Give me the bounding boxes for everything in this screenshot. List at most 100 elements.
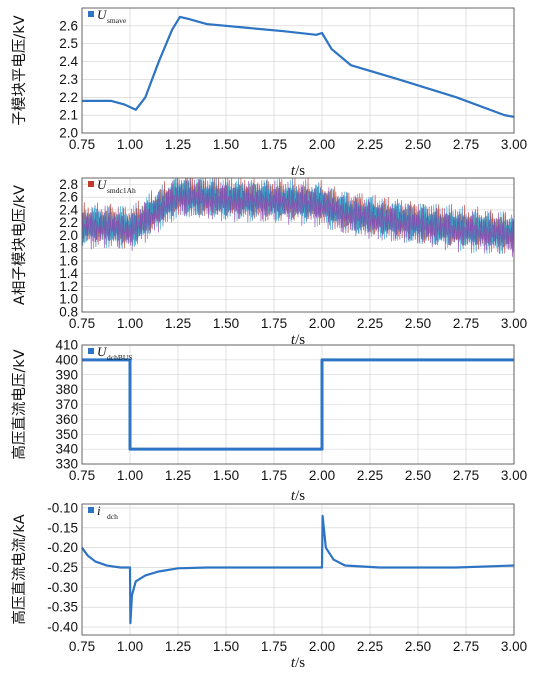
x-tick-label: 1.75 bbox=[261, 468, 287, 483]
legend-subscript: smdc1Ah bbox=[107, 186, 136, 195]
x-axis-label: t/s bbox=[291, 488, 305, 504]
x-tick-label: 2.25 bbox=[357, 137, 383, 152]
y-tick-label: 2.0 bbox=[59, 126, 78, 141]
x-tick-label: 2.50 bbox=[405, 316, 431, 331]
y-tick-label: 2.4 bbox=[59, 54, 78, 69]
series-line-1 bbox=[82, 358, 514, 451]
x-axis-var: t bbox=[291, 488, 296, 504]
y-tick-label: 340 bbox=[55, 442, 78, 457]
y-tick-label: -0.25 bbox=[47, 560, 78, 575]
x-tick-label: 2.50 bbox=[405, 639, 431, 654]
y-axis-label: 子模块平电压/kV bbox=[11, 15, 28, 125]
y-tick-label: 410 bbox=[55, 338, 78, 353]
x-tick-label: 1.50 bbox=[213, 137, 239, 152]
y-tick-label: 2.2 bbox=[59, 90, 78, 105]
y-tick-label: 380 bbox=[55, 382, 78, 397]
chart-panel-1: 0.75 1.00 1.25 1.50 1.75 2.00 2.25 2.50 2.75 3.00… bbox=[11, 7, 527, 179]
x-tick-label: 1.50 bbox=[213, 468, 239, 483]
legend-subscript: smave bbox=[107, 16, 127, 25]
x-tick-label: 2.75 bbox=[453, 137, 479, 152]
series-line-1 bbox=[81, 514, 515, 625]
legend: i dch bbox=[88, 503, 118, 521]
legend-symbol: U bbox=[97, 177, 108, 192]
y-tick-label: 2.5 bbox=[59, 36, 78, 51]
x-tick-label: 1.00 bbox=[117, 137, 143, 152]
x-tick-label: 1.00 bbox=[117, 639, 143, 654]
y-tick-label: 2.8 bbox=[59, 177, 78, 192]
y-axis-label: A相子模块电压/kV bbox=[11, 185, 28, 305]
y-tick-label: -0.40 bbox=[47, 620, 78, 635]
y-tick-label: 1.0 bbox=[59, 292, 78, 307]
x-axis-unit: /s bbox=[295, 163, 305, 179]
plot-frame bbox=[81, 503, 515, 636]
x-tick-label: 2.75 bbox=[453, 639, 479, 654]
x-tick-label: 2.50 bbox=[405, 468, 431, 483]
x-tick-label: 1.50 bbox=[213, 639, 239, 654]
x-tick-label: 1.25 bbox=[165, 639, 191, 654]
x-tick-label: 1.00 bbox=[117, 468, 143, 483]
x-tick-label: 2.75 bbox=[453, 468, 479, 483]
x-axis-var: t bbox=[291, 163, 296, 179]
y-tick-label: 0.8 bbox=[59, 305, 78, 320]
x-axis-var: t bbox=[291, 332, 296, 348]
legend-subscript: dchBUS bbox=[107, 353, 132, 362]
y-tick-label: 2.2 bbox=[59, 215, 78, 230]
plot-frame bbox=[81, 344, 515, 465]
y-tick-label: -0.10 bbox=[47, 500, 78, 515]
y-tick-label: 1.4 bbox=[59, 266, 78, 281]
y-tick-label: -0.35 bbox=[47, 600, 78, 615]
x-tick-label: 0.75 bbox=[69, 316, 95, 331]
x-tick-label: 3.00 bbox=[501, 639, 527, 654]
legend-symbol: U bbox=[97, 344, 108, 359]
y-tick-label: 370 bbox=[55, 397, 78, 412]
y-axis-label: 高压直流电流/kA bbox=[11, 514, 28, 624]
x-tick-label: 3.00 bbox=[501, 316, 527, 331]
legend-swatch bbox=[88, 11, 94, 17]
series-line-4 bbox=[81, 177, 515, 257]
x-tick-label: 1.25 bbox=[165, 137, 191, 152]
legend-symbol: i bbox=[97, 503, 101, 518]
y-axis-label: 高压直流电压/kV bbox=[11, 349, 28, 459]
legend-swatch bbox=[88, 181, 94, 187]
x-tick-label: 1.25 bbox=[165, 468, 191, 483]
y-tick-label: 350 bbox=[55, 427, 78, 442]
y-tick-label: 2.6 bbox=[59, 190, 78, 205]
x-axis-label: t/s bbox=[291, 655, 305, 671]
x-axis-unit: /s bbox=[295, 332, 305, 348]
x-tick-label: 3.00 bbox=[501, 468, 527, 483]
x-axis-unit: /s bbox=[295, 655, 305, 671]
x-tick-label: 2.00 bbox=[309, 468, 335, 483]
chart-panel-3: 0.75 1.00 1.25 1.50 1.75 2.00 2.25 2.50 2.75 3.00… bbox=[11, 338, 527, 505]
x-tick-label: 3.00 bbox=[501, 137, 527, 152]
plot-frame bbox=[81, 7, 515, 134]
x-tick-label: 1.00 bbox=[117, 316, 143, 331]
x-tick-label: 0.75 bbox=[69, 468, 95, 483]
x-tick-label: 1.50 bbox=[213, 316, 239, 331]
x-tick-label: 2.25 bbox=[357, 316, 383, 331]
y-tick-label: 2.3 bbox=[59, 72, 78, 87]
legend-subscript: dch bbox=[107, 512, 118, 521]
y-tick-label: -0.15 bbox=[47, 520, 78, 535]
y-tick-label: 330 bbox=[55, 457, 78, 472]
x-tick-label: 2.00 bbox=[309, 137, 335, 152]
x-tick-label: 1.75 bbox=[261, 639, 287, 654]
y-tick-label: 390 bbox=[55, 367, 78, 382]
y-tick-label: 2.4 bbox=[59, 202, 78, 217]
x-tick-label: 0.75 bbox=[69, 137, 95, 152]
plot-area bbox=[82, 8, 514, 133]
series-line-1 bbox=[82, 15, 515, 119]
x-tick-label: 2.50 bbox=[405, 137, 431, 152]
y-tick-label: 2.1 bbox=[59, 108, 78, 123]
x-tick-label: 2.25 bbox=[357, 639, 383, 654]
x-tick-label: 2.00 bbox=[309, 316, 335, 331]
y-tick-label: -0.30 bbox=[47, 580, 78, 595]
x-tick-label: 2.75 bbox=[453, 316, 479, 331]
plot-frame bbox=[81, 177, 515, 313]
legend-symbol: U bbox=[97, 7, 108, 22]
y-tick-label: 1.6 bbox=[59, 253, 78, 268]
x-tick-label: 2.25 bbox=[357, 468, 383, 483]
x-tick-label: 1.75 bbox=[261, 137, 287, 152]
